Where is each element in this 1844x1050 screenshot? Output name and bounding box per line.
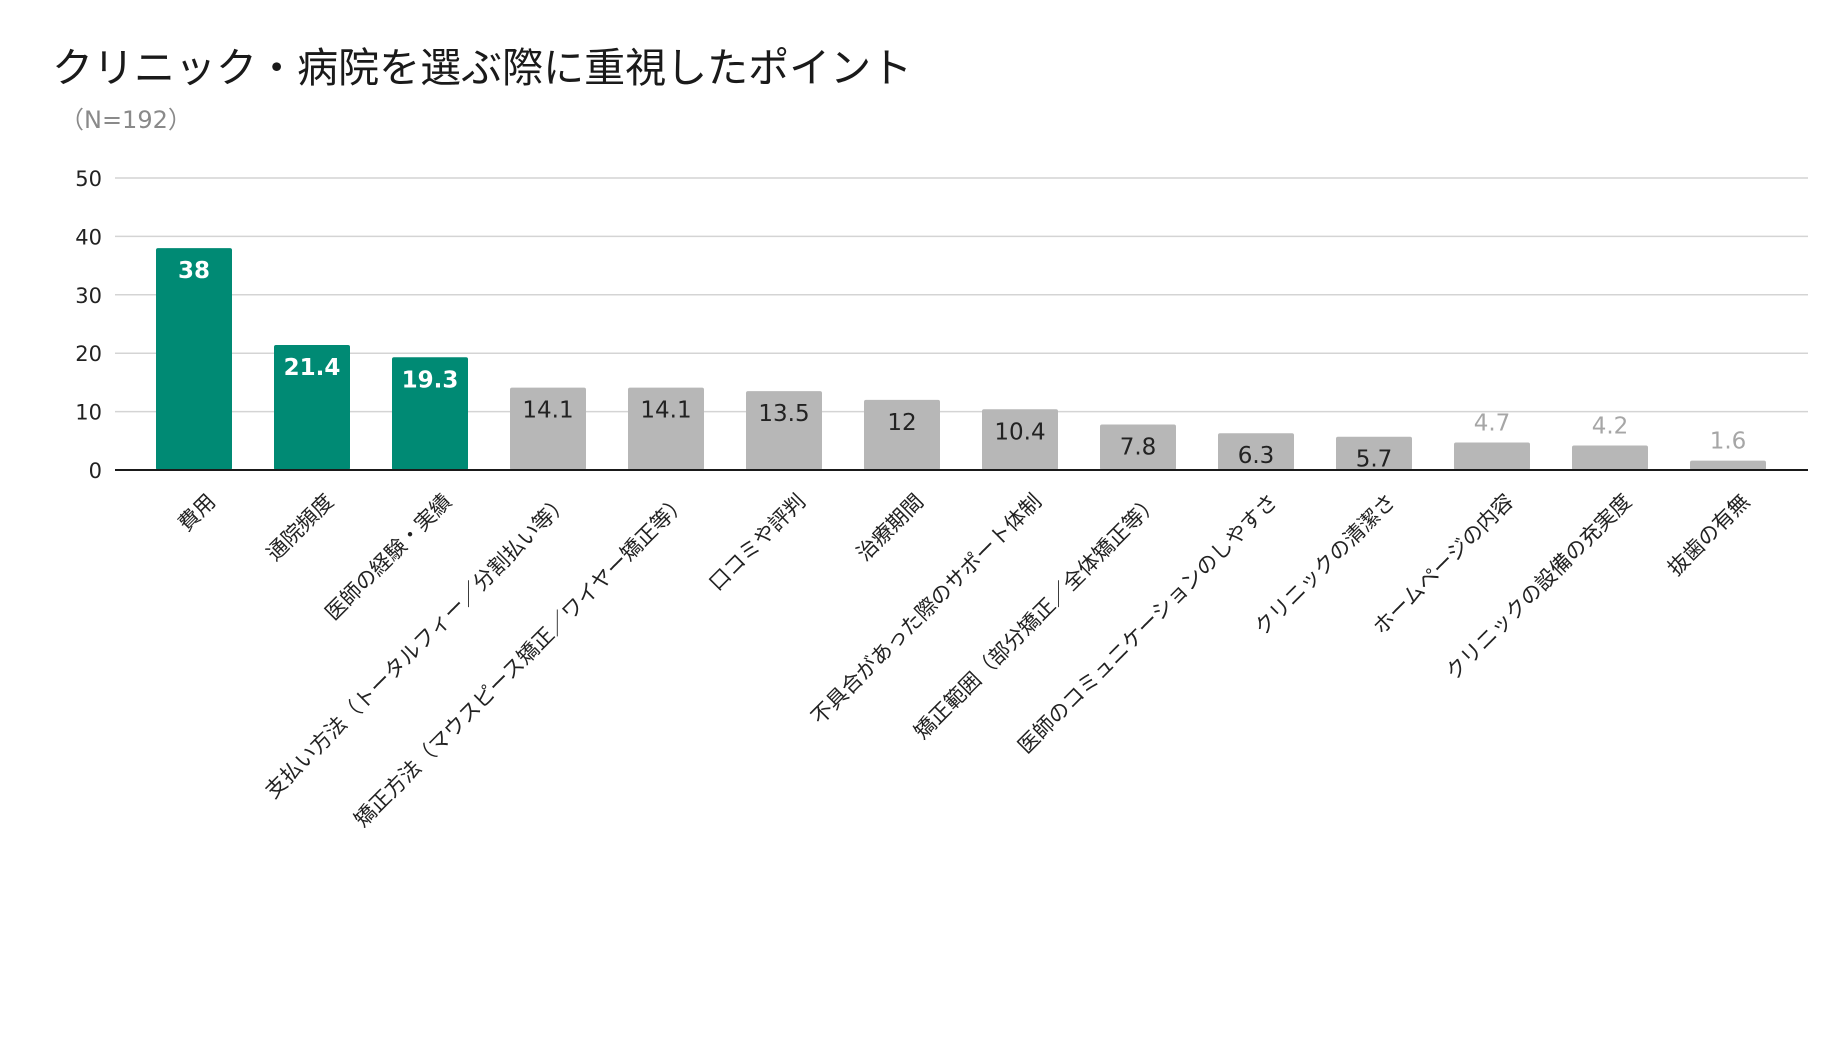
bars [156,248,1766,470]
bar [1336,436,1412,470]
data-label: 6.3 [1238,443,1275,469]
bar [746,391,822,470]
bar [1454,442,1530,470]
bar [392,357,468,470]
data-labels: 38 21.4 19.3 14.1 14.1 13.5 12 10.4 7.8 6.3 5.7 4.7… [178,258,1746,473]
y-tick-label: 0 [89,459,102,483]
x-tick-label: 医師の経験・実績 [321,489,457,625]
x-tick-label: 費用 [174,489,221,536]
data-label: 12 [887,410,916,436]
x-tick-label: 不具合があった際のサポート体制 [807,489,1047,729]
chart-subtitle: （N=192） [60,106,192,134]
bar [156,248,232,470]
x-tick-label: 口コミや評判 [704,489,810,595]
y-tick-label: 40 [75,225,102,249]
chart-title: クリニック・病院を選ぶ際に重視したポイント [52,44,912,92]
data-label: 13.5 [758,401,809,427]
y-tick-label: 50 [75,167,102,191]
x-tick-label: クリニックの設備の充実度 [1441,489,1636,684]
x-tick-label: 矯正範囲（部分矯正／全体矯正等） [910,489,1165,744]
data-label: 21.4 [284,355,341,381]
x-tick-label: 治療期間 [852,489,928,565]
bar [274,345,350,470]
data-label: 14.1 [640,398,691,424]
data-label: 4.2 [1592,413,1629,439]
y-axis-ticks: 0 10 20 30 40 50 [75,167,102,483]
x-tick-label: 通院頻度 [262,489,338,565]
data-label: 38 [178,258,210,284]
x-tick-label: 医師のコミュニケーションのしやすさ [1013,489,1282,758]
y-tick-label: 20 [75,342,102,366]
data-label: 1.6 [1710,429,1747,455]
bar [1100,424,1176,470]
gridlines [115,177,1808,413]
bar [864,399,940,470]
bar [982,409,1058,470]
bar [1218,433,1294,470]
data-label: 10.4 [994,419,1045,445]
data-label: 7.8 [1120,434,1157,460]
y-tick-label: 10 [75,401,102,425]
y-tick-label: 30 [75,284,102,308]
data-label: 5.7 [1356,447,1393,473]
bar [510,387,586,470]
bar [1690,460,1766,470]
bar [1572,445,1648,470]
data-label: 14.1 [522,398,573,424]
bar [628,387,704,470]
data-label: 4.7 [1474,411,1511,437]
data-label: 19.3 [402,367,459,393]
x-axis-ticks: 費用 通院頻度医師の経験・実績支払い方法（トータルフィー／分割払い等）矯正方法（マ… [174,489,1755,831]
x-tick-label: 抜歯の有無 [1663,489,1754,580]
